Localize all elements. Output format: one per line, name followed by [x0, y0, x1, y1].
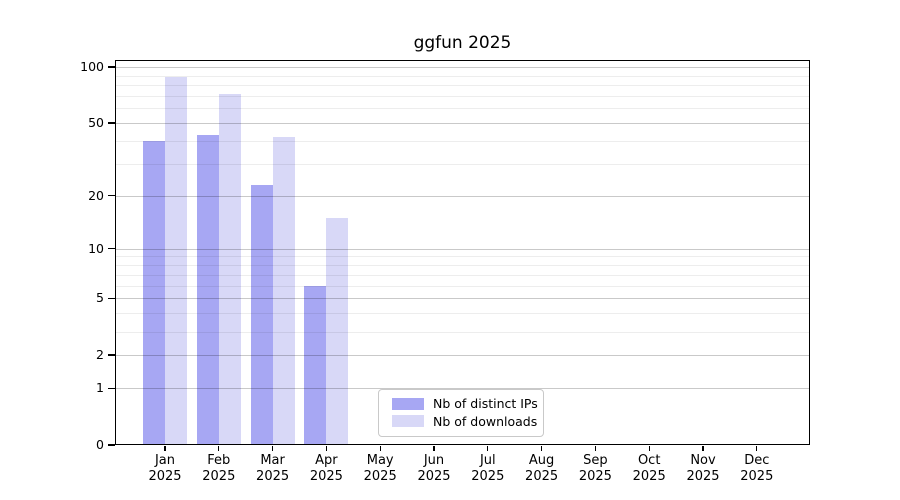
- chart-title: ggfun 2025: [413, 33, 512, 53]
- x-axis-tick: [756, 446, 758, 451]
- y-tick-label: 5: [96, 290, 104, 306]
- y-axis-tick: [108, 247, 115, 250]
- x-axis-tick: [271, 446, 274, 451]
- y-tick-label: 10: [88, 240, 104, 256]
- y-axis-tick: [108, 122, 115, 124]
- gridline-minor: [115, 95, 810, 97]
- x-axis-tick: [540, 446, 543, 451]
- x-tick-label: Jul 2025: [471, 453, 505, 484]
- legend-label-distinct-ips: Nb of distinct IPs: [433, 396, 538, 412]
- x-axis-tick: [487, 446, 489, 451]
- gridline-minor: [115, 285, 810, 287]
- y-axis-tick: [108, 66, 115, 68]
- y-tick-label: 1: [96, 380, 104, 396]
- y-tick-label: 20: [88, 187, 104, 203]
- gridline-major: [115, 355, 810, 356]
- bar-downloads-mar-2025: [272, 136, 295, 445]
- x-tick-label: Oct 2025: [632, 453, 666, 484]
- x-tick-label: Apr 2025: [309, 453, 343, 484]
- legend-item-downloads: Nb of downloads: [392, 413, 543, 431]
- bar-downloads-jan-2025: [165, 77, 187, 445]
- gridline-major: [115, 388, 810, 390]
- gridline-minor: [115, 313, 810, 315]
- gridline-minor: [115, 274, 810, 276]
- gridline-major: [115, 248, 810, 250]
- x-axis-tick: [648, 446, 650, 451]
- bar-distinct-ips-feb-2025: [196, 135, 219, 445]
- y-tick-label: 100: [80, 59, 104, 74]
- y-axis-tick: [108, 194, 115, 197]
- gridline-minor: [115, 265, 810, 266]
- x-axis-tick: [325, 446, 328, 451]
- x-tick-label: Jan 2025: [148, 453, 182, 484]
- legend-swatch-downloads: [392, 415, 424, 428]
- x-tick-label: Sep 2025: [578, 453, 612, 484]
- y-axis-tick: [108, 387, 115, 389]
- y-axis-tick: [108, 354, 115, 356]
- x-axis-tick: [379, 446, 381, 451]
- gridline-minor: [115, 140, 810, 142]
- gridline-minor: [115, 163, 810, 165]
- x-tick-label: Dec 2025: [740, 453, 774, 484]
- x-axis-tick: [594, 446, 597, 451]
- y-tick-label: 0: [96, 437, 104, 452]
- bar-downloads-apr-2025: [326, 217, 349, 445]
- gridline-minor: [115, 256, 810, 258]
- x-tick-label: May 2025: [363, 453, 397, 484]
- y-axis-tick: [108, 297, 115, 299]
- bar-distinct-ips-apr-2025: [304, 285, 327, 445]
- x-axis-tick: [702, 446, 704, 451]
- bar-distinct-ips-mar-2025: [250, 184, 273, 445]
- gridline-minor: [115, 331, 810, 333]
- gridline-minor: [115, 85, 810, 87]
- y-axis-tick: [108, 444, 115, 446]
- gridline-major: [115, 67, 810, 68]
- y-tick-label: 50: [88, 115, 104, 130]
- bar-downloads-feb-2025: [218, 93, 241, 445]
- gridline-major: [115, 123, 810, 124]
- x-tick-label: Mar 2025: [256, 453, 290, 484]
- x-tick-label: Nov 2025: [686, 453, 720, 484]
- legend-swatch-distinct-ips: [392, 397, 424, 410]
- gridline-minor: [115, 75, 810, 77]
- legend: Nb of distinct IPs Nb of downloads: [378, 389, 544, 437]
- legend-item-distinct-ips: Nb of distinct IPs: [392, 395, 543, 413]
- gridline-minor: [115, 108, 810, 110]
- gridline-major: [115, 195, 810, 197]
- x-tick-label: Feb 2025: [202, 453, 236, 484]
- gridline-major: [115, 298, 810, 300]
- x-axis-tick: [164, 446, 166, 451]
- x-axis-tick: [218, 446, 220, 451]
- bar-distinct-ips-jan-2025: [143, 140, 165, 445]
- x-tick-label: Jun 2025: [417, 453, 451, 484]
- x-tick-label: Aug 2025: [525, 453, 559, 484]
- legend-label-downloads: Nb of downloads: [433, 413, 538, 429]
- y-tick-label: 2: [96, 347, 104, 362]
- x-axis-tick: [433, 446, 435, 451]
